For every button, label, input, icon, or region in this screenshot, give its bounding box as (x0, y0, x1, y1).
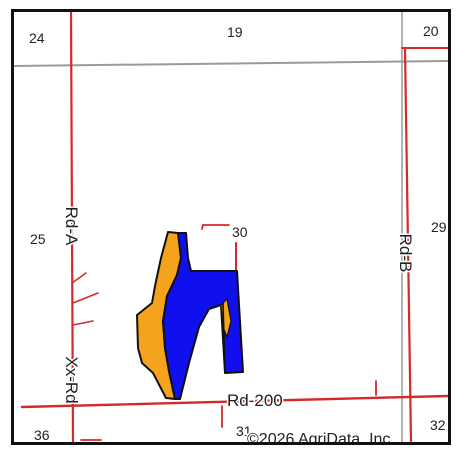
field-boundary[interactable] (136, 231, 244, 400)
road-rd-200 (20, 394, 448, 409)
section-number-20: 20 (423, 23, 439, 39)
plat-map: 24 19 20 25 30 29 36 31 32 Rd-A Rd-B Xx-… (14, 12, 448, 442)
section-number-32: 32 (430, 417, 446, 433)
road-stub-w1 (71, 272, 87, 284)
section-number-25: 25 (30, 231, 46, 247)
road-stub-30 (201, 224, 230, 230)
section-number-31: 31 (236, 423, 252, 439)
section-line-north (14, 60, 448, 67)
road-label-xx-rd: Xx-Rd (62, 356, 81, 403)
road-stub-w3 (72, 320, 94, 326)
road-network (20, 12, 448, 442)
section-number-29: 29 (431, 219, 447, 235)
section-number-36: 36 (34, 427, 50, 442)
road-stub-w2 (72, 292, 99, 304)
road-label-rd-a: Rd-A (62, 207, 81, 246)
road-rd-a (69, 12, 75, 442)
section-number-19: 19 (227, 24, 243, 40)
section-number-30: 30 (232, 224, 248, 240)
section-number-24: 24 (29, 30, 45, 46)
road-label-rd-b: Rd-B (396, 234, 415, 273)
map-frame: 24 19 20 25 30 29 36 31 32 Rd-A Rd-B Xx-… (11, 9, 451, 445)
copyright-notice: ©2026 AgriData, Inc. (247, 431, 395, 442)
field-blue-region[interactable] (162, 232, 244, 400)
field-inner-edge (222, 302, 226, 374)
road-label-rd-200: Rd-200 (227, 391, 283, 410)
road-rd-b (403, 46, 413, 442)
